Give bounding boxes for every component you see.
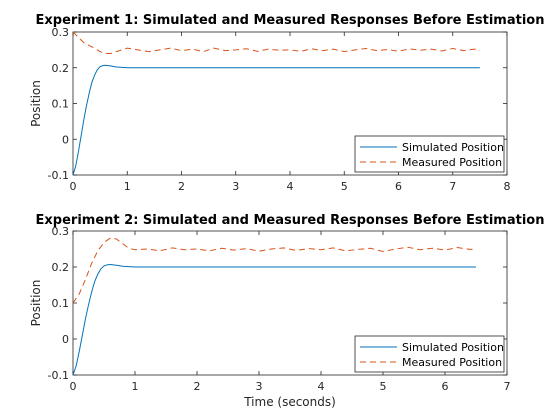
y-tick-label: 0.2 — [52, 261, 70, 274]
x-tick-label: 6 — [395, 180, 402, 193]
y-tick-label: 0.1 — [52, 297, 70, 310]
x-tick-label: 0 — [70, 380, 77, 393]
legend-label: Measured Position — [402, 356, 502, 369]
x-axis-label: Time (seconds) — [243, 395, 336, 409]
y-tick-label: -0.1 — [48, 169, 69, 182]
y-tick-label: -0.1 — [48, 369, 69, 382]
series-line-measured-position — [72, 31, 480, 54]
x-tick-label: 5 — [380, 380, 387, 393]
x-tick-label: 5 — [341, 180, 348, 193]
chart-title: Experiment 1: Simulated and Measured Res… — [36, 13, 545, 28]
y-axis-label: Position — [29, 80, 43, 127]
x-tick-label: 3 — [256, 380, 263, 393]
x-tick-label: 2 — [178, 180, 185, 193]
x-tick-label: 3 — [232, 180, 239, 193]
legend-box — [354, 335, 505, 373]
x-tick-label: 4 — [318, 380, 325, 393]
y-tick-label: 0 — [62, 133, 69, 146]
y-tick-label: 0.1 — [52, 98, 70, 111]
x-tick-label: 4 — [287, 180, 294, 193]
chart-title: Experiment 2: Simulated and Measured Res… — [36, 213, 545, 228]
x-tick-label: 7 — [504, 380, 511, 393]
x-tick-label: 1 — [124, 180, 131, 193]
x-tick-label: 7 — [449, 180, 456, 193]
legend-box — [354, 135, 505, 173]
x-tick-label: 2 — [194, 380, 201, 393]
series-line-simulated-position — [72, 64, 480, 176]
x-tick-label: 0 — [70, 180, 77, 193]
x-tick-label: 6 — [442, 380, 449, 393]
y-axis-label: Position — [29, 280, 43, 327]
y-tick-label: 0 — [62, 333, 69, 346]
legend-label: Measured Position — [402, 156, 502, 169]
y-tick-label: 0.3 — [52, 26, 70, 39]
legend-label: Simulated Position — [402, 341, 504, 354]
x-tick-label: 8 — [504, 180, 511, 193]
series-line-simulated-position — [72, 263, 476, 376]
legend-label: Simulated Position — [402, 141, 504, 154]
y-tick-label: 0.2 — [52, 62, 70, 75]
x-tick-label: 1 — [132, 380, 139, 393]
y-tick-label: 0.3 — [52, 225, 70, 238]
